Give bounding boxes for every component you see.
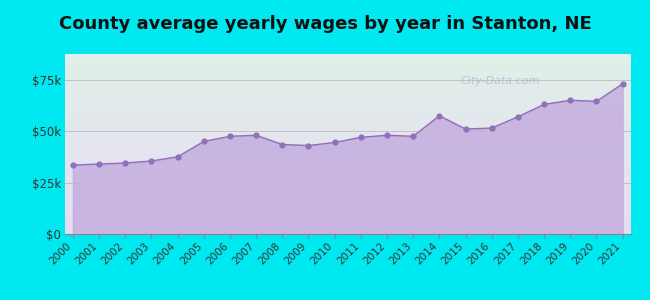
Point: [251, 133, 261, 138]
Point: [68, 163, 78, 167]
Point: [277, 142, 287, 147]
Point: [172, 154, 183, 159]
Point: [565, 98, 575, 103]
Point: [382, 133, 392, 138]
Point: [539, 102, 549, 107]
Point: [460, 127, 471, 131]
Text: City-Data.com: City-Data.com: [461, 76, 540, 85]
Point: [434, 113, 445, 118]
Point: [592, 99, 602, 104]
Point: [146, 159, 157, 164]
Point: [408, 134, 419, 139]
Point: [330, 140, 340, 145]
Point: [487, 126, 497, 130]
Point: [618, 81, 628, 86]
Point: [356, 135, 366, 140]
Point: [513, 114, 523, 119]
Point: [120, 160, 131, 165]
Text: County average yearly wages by year in Stanton, NE: County average yearly wages by year in S…: [58, 15, 592, 33]
Point: [198, 139, 209, 144]
Point: [225, 134, 235, 139]
Point: [304, 143, 314, 148]
Point: [94, 162, 104, 167]
